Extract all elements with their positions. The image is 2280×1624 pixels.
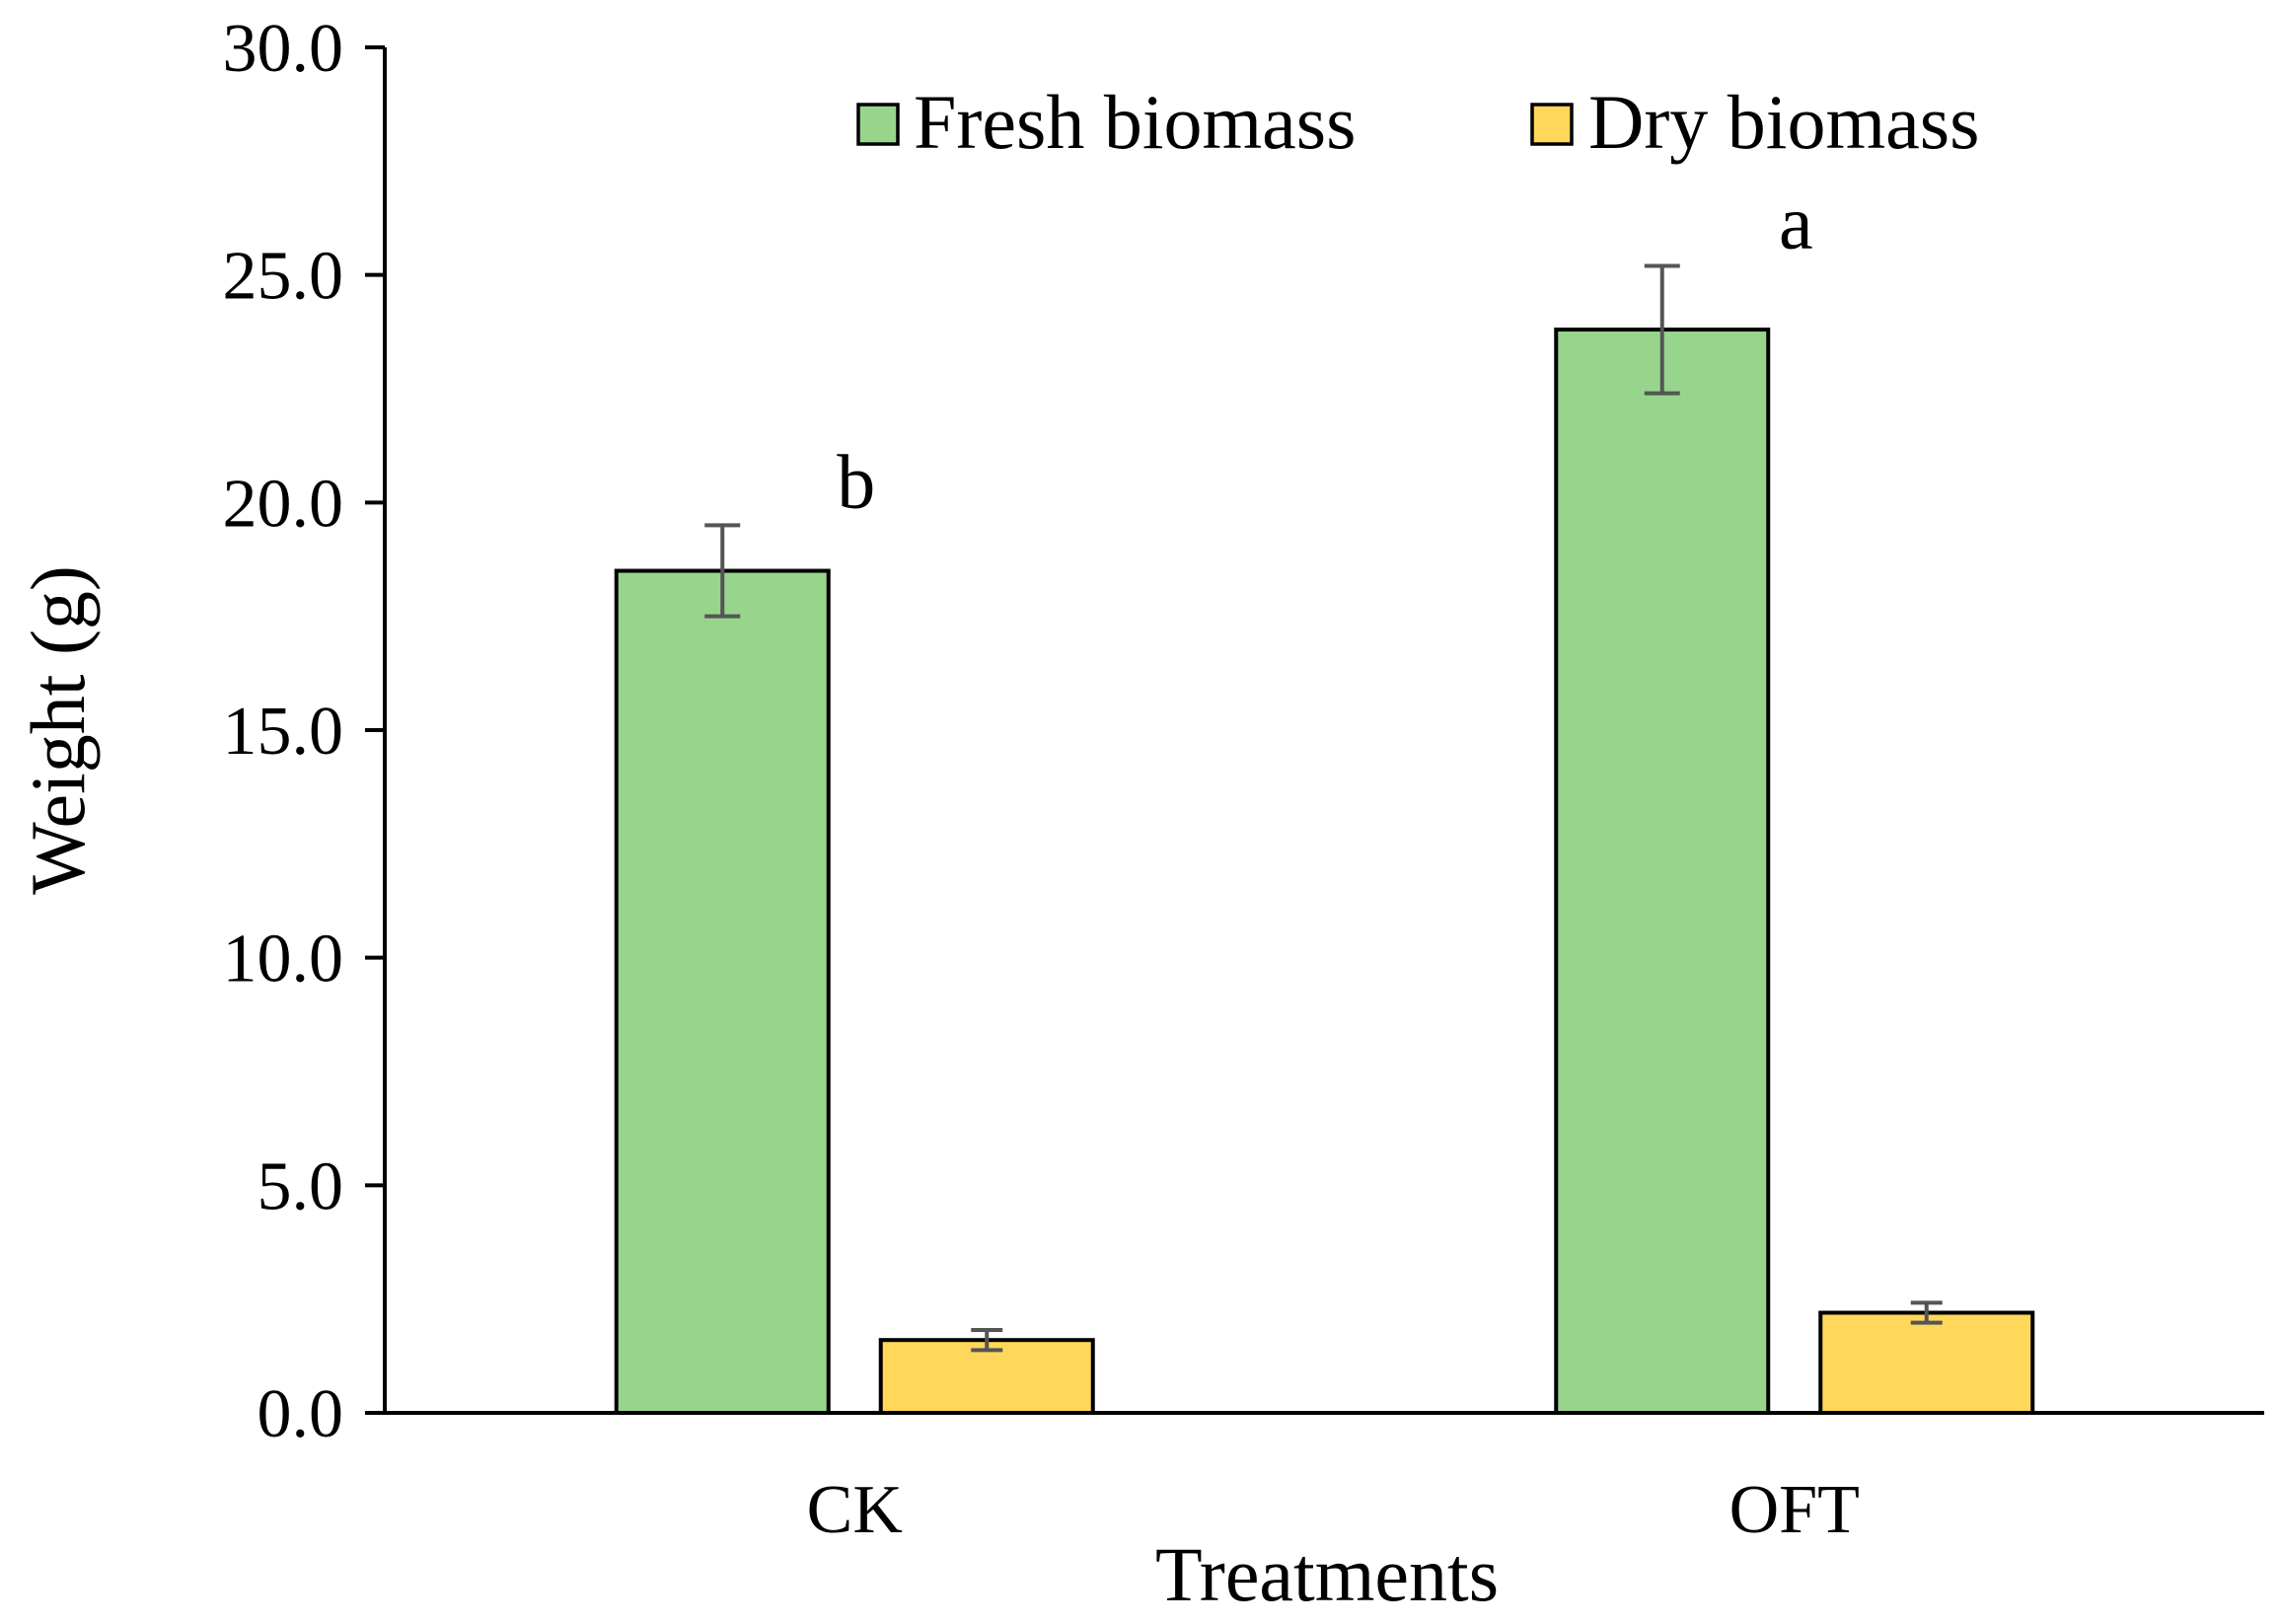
legend-swatch-fresh <box>856 103 900 146</box>
legend-label-fresh: Fresh biomass <box>914 79 1357 165</box>
bar <box>878 1338 1095 1415</box>
legend: Fresh biomass Dry biomass <box>856 79 1979 165</box>
x-ticks: CK OFT <box>807 1472 1860 1548</box>
y-tick-label: 15.0 <box>223 694 344 770</box>
significance-label: b <box>837 438 875 524</box>
significance-label: a <box>1779 179 1813 264</box>
bar <box>1554 328 1771 1416</box>
legend-swatch-dry <box>1530 103 1574 146</box>
y-ticks: 0.0 5.0 10.0 15.0 20.0 25.0 30.0 <box>223 11 385 1452</box>
legend-label-dry: Dry biomass <box>1588 79 1979 165</box>
y-tick-label: 20.0 <box>223 466 344 542</box>
bar <box>1818 1310 2035 1416</box>
plot-area: ba <box>614 179 2035 1416</box>
x-tick-label: CK <box>807 1472 903 1548</box>
y-tick-label: 25.0 <box>223 239 344 315</box>
x-axis-title: Treatments <box>1155 1531 1499 1617</box>
x-tick-label: OFT <box>1729 1472 1860 1548</box>
y-tick-label: 5.0 <box>257 1148 344 1224</box>
y-tick-label: 30.0 <box>223 11 344 87</box>
y-tick-label: 10.0 <box>223 922 344 997</box>
bar <box>614 568 831 1415</box>
y-axis-title: Weight (g) <box>15 565 101 895</box>
y-tick-label: 0.0 <box>257 1376 344 1452</box>
